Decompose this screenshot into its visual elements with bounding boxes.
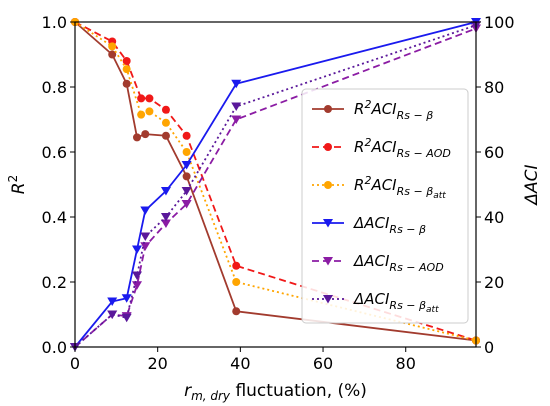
y-right-tick-label: 0 bbox=[484, 338, 494, 357]
data-point bbox=[232, 278, 241, 286]
series-3 bbox=[71, 18, 480, 345]
data-point bbox=[323, 219, 333, 228]
legend-label: ΔACIRs − AOD bbox=[353, 252, 444, 274]
legend-label: ΔACIRs − βatt bbox=[353, 290, 439, 315]
y-right-tick-label: 80 bbox=[484, 78, 504, 97]
legend-item: ΔACIRs − β bbox=[312, 214, 426, 236]
data-point bbox=[140, 206, 151, 215]
data-point bbox=[161, 105, 170, 114]
legend-label: ΔACIRs − β bbox=[353, 214, 426, 236]
data-point bbox=[137, 94, 146, 103]
ticks-layer: 0 20 40 60 80 0.0 0.2 0.4 0.6 0.8 1.0 0 20 40 60 80 100 bbox=[42, 13, 515, 373]
data-point bbox=[132, 281, 143, 290]
data-point bbox=[181, 187, 192, 196]
data-point bbox=[181, 161, 192, 170]
legend-box bbox=[301, 88, 469, 324]
data-point bbox=[160, 213, 171, 222]
data-point bbox=[108, 42, 117, 51]
data-point bbox=[107, 310, 118, 319]
y-left-tick-label: 0.6 bbox=[42, 143, 67, 162]
data-point bbox=[324, 143, 332, 151]
y-right-tick-label: 60 bbox=[484, 143, 504, 162]
data-point bbox=[140, 232, 151, 241]
data-point bbox=[160, 219, 171, 228]
data-point bbox=[323, 257, 333, 266]
legend-item: R2ACIRs − AOD bbox=[312, 136, 451, 160]
y-left-tick-label: 0.8 bbox=[42, 78, 67, 97]
data-point bbox=[323, 295, 333, 304]
data-point bbox=[137, 110, 146, 119]
x-axis-label-main: r bbox=[184, 381, 192, 401]
y-left-axis-label: R2 bbox=[6, 175, 29, 194]
x-tick-label: 80 bbox=[396, 354, 416, 373]
legend-item: ΔACIRs − AOD bbox=[312, 252, 444, 274]
x-tick-label: 60 bbox=[313, 354, 333, 373]
data-point bbox=[231, 79, 242, 89]
data-point bbox=[161, 131, 170, 140]
legend-item: R2ACIRs − βatt bbox=[312, 174, 446, 201]
data-point bbox=[122, 57, 131, 65]
x-axis-label: rm, dry fluctuation, (%) bbox=[184, 381, 367, 403]
data-point bbox=[145, 107, 154, 116]
data-point bbox=[161, 118, 170, 127]
data-point bbox=[140, 242, 151, 251]
y-right-tick-label: 40 bbox=[484, 208, 504, 227]
plot-frame bbox=[74, 21, 477, 348]
y-left-tick-label: 1.0 bbox=[42, 13, 67, 32]
y-right-tick-label: 20 bbox=[484, 273, 504, 292]
data-point bbox=[181, 200, 192, 209]
series-1 bbox=[71, 18, 480, 345]
x-tick-label: 40 bbox=[230, 354, 250, 373]
data-point bbox=[145, 94, 154, 103]
y-left-axis-label-main: R bbox=[9, 182, 29, 194]
y-left-tick-label: 0.0 bbox=[42, 338, 67, 357]
data-point bbox=[121, 294, 132, 303]
y-left-tick-label: 0.2 bbox=[42, 273, 67, 292]
series-line bbox=[74, 21, 477, 342]
legend: R2ACIRs − β R2ACIRs − AOD R2ACIRs − βatt ΔA… bbox=[301, 88, 469, 324]
x-tick-label: 0 bbox=[70, 354, 80, 373]
data-point bbox=[141, 130, 150, 139]
legend-label: R2ACIRs − β bbox=[354, 98, 433, 122]
legend-item: ΔACIRs − βatt bbox=[312, 290, 439, 315]
y-right-tick-label: 100 bbox=[484, 13, 515, 32]
x-tick-label: 20 bbox=[148, 354, 168, 373]
data-point bbox=[122, 79, 131, 88]
x-axis-label-rest: fluctuation, (%) bbox=[230, 381, 367, 401]
legend-item: R2ACIRs − β bbox=[312, 98, 433, 122]
data-point bbox=[182, 131, 191, 140]
data-point bbox=[108, 50, 117, 59]
data-point bbox=[232, 261, 241, 270]
data-point bbox=[182, 172, 191, 181]
y-left-axis-label-sup: 2 bbox=[6, 175, 20, 183]
data-point bbox=[133, 133, 142, 142]
data-point bbox=[182, 148, 191, 156]
data-point bbox=[122, 65, 131, 74]
data-point bbox=[324, 105, 332, 113]
x-axis-label-sub: m, dry bbox=[191, 389, 231, 403]
data-point bbox=[132, 245, 143, 254]
data-point bbox=[132, 271, 143, 280]
data-point bbox=[324, 181, 332, 189]
y-right-axis-label: ΔACI bbox=[522, 164, 542, 206]
y-left-tick-label: 0.4 bbox=[42, 208, 67, 227]
legend-label: R2ACIRs − AOD bbox=[354, 136, 451, 160]
data-point bbox=[231, 115, 242, 124]
data-point bbox=[231, 102, 242, 111]
data-point bbox=[160, 187, 171, 196]
data-point bbox=[232, 307, 241, 316]
legend-label: R2ACIRs − βatt bbox=[354, 174, 446, 201]
data-point bbox=[121, 313, 132, 323]
data-point bbox=[107, 297, 118, 306]
